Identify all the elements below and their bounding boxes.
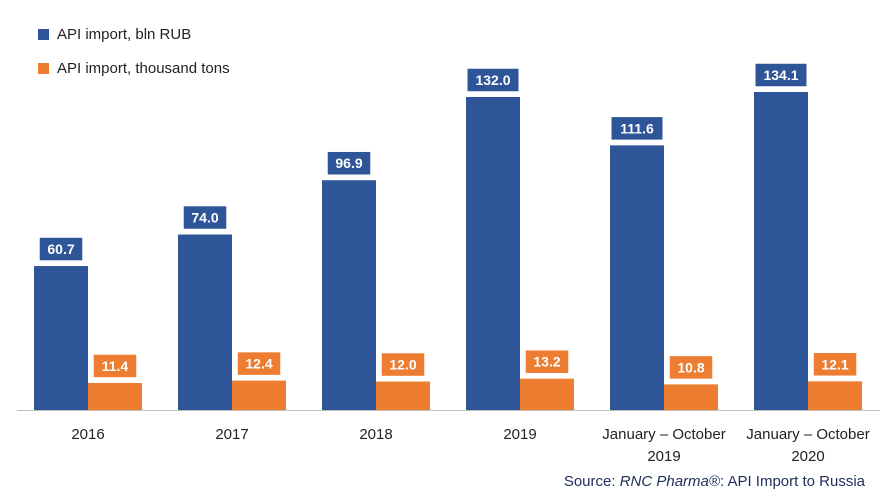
x-tick-label: 2019: [647, 448, 680, 465]
data-label-box: [380, 351, 426, 378]
data-label: 96.9: [335, 155, 362, 171]
bar-tons: [376, 381, 430, 410]
data-label: 12.1: [821, 356, 848, 372]
legend-swatch-tons: [38, 63, 49, 74]
data-label: 13.2: [533, 354, 560, 370]
x-tick-label: 2017: [215, 426, 248, 443]
bar-rub: [466, 96, 520, 411]
bar-rub: [34, 266, 88, 410]
bar-tons: [520, 378, 574, 410]
data-label: 111.6: [620, 120, 654, 136]
data-label-box: [754, 62, 808, 88]
legend-item-rub: API import, bln RUB: [38, 26, 191, 43]
bar-tons: [88, 382, 142, 410]
data-label-box: [524, 348, 570, 375]
source-prefix: Source:: [563, 473, 620, 490]
bar-rub: [178, 234, 232, 410]
data-label: 12.4: [245, 356, 272, 372]
x-tick-label: January – October: [746, 426, 869, 443]
x-tick-label: 2019: [503, 426, 536, 443]
data-label-box: [92, 353, 138, 379]
bar-tons: [808, 381, 862, 410]
data-label-box: [38, 236, 84, 262]
data-label: 132.0: [475, 72, 510, 88]
x-tick-label: 2020: [791, 448, 824, 465]
x-tick-label: 2018: [359, 426, 392, 443]
bar-rub: [754, 92, 808, 410]
data-label-box: [466, 67, 520, 93]
data-label: 60.7: [47, 241, 74, 257]
data-label: 134.1: [763, 67, 798, 83]
bar-tons: [232, 380, 286, 410]
data-label-box: [812, 351, 858, 378]
source-brand: RNC Pharma®: [619, 473, 720, 490]
data-label-box: [610, 115, 664, 142]
data-label: 11.4: [102, 358, 129, 374]
legend-swatch-rub: [38, 29, 49, 40]
data-label-box: [326, 150, 372, 176]
x-tick-label: 2016: [71, 426, 104, 443]
bar-rub: [610, 145, 664, 410]
source-note: Source: RNC Pharma®: API Import to Russi…: [564, 473, 865, 490]
data-label: 10.8: [677, 359, 704, 375]
legend-label-tons: API import, thousand tons: [57, 60, 230, 77]
data-label: 12.0: [389, 357, 416, 373]
bar-tons: [664, 384, 718, 410]
data-label-box: [236, 350, 282, 377]
data-label-box: [182, 204, 228, 231]
legend-label-rub: API import, bln RUB: [57, 26, 192, 43]
bar-rub: [322, 180, 376, 410]
data-label-box: [668, 354, 714, 381]
legend-item-tons: API import, thousand tons: [38, 60, 230, 77]
data-label: 74.0: [191, 210, 218, 226]
source-suffix: : API Import to Russia: [719, 473, 865, 490]
x-tick-label: January – October: [602, 426, 725, 443]
